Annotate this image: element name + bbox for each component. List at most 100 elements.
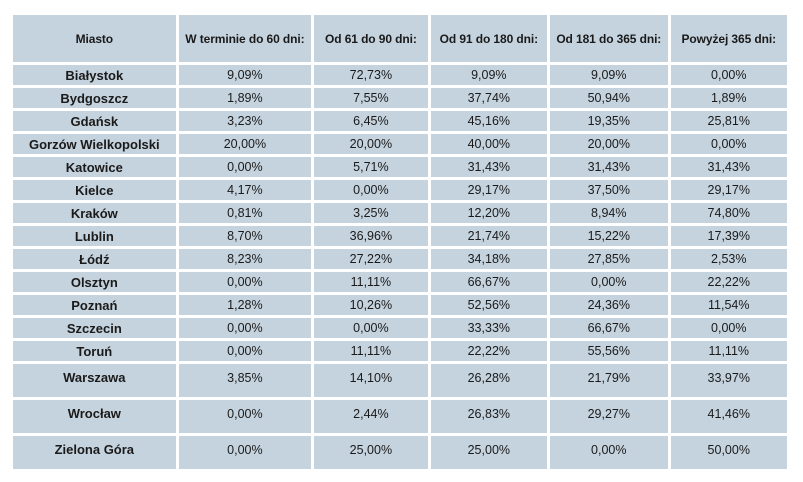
value-cell: 66,67% xyxy=(550,318,668,338)
column-header: Od 181 do 365 dni: xyxy=(550,15,668,62)
value-cell: 25,81% xyxy=(670,111,787,131)
value-cell: 29,27% xyxy=(550,400,668,433)
column-header: Od 91 do 180 dni: xyxy=(430,15,548,62)
city-cell: Poznań xyxy=(13,295,176,315)
value-cell: 2,44% xyxy=(314,400,428,433)
value-cell: 37,50% xyxy=(550,180,668,200)
table-row: Kielce 4,17% 0,00% 29,17% 37,50% 29,17% xyxy=(13,180,787,200)
table-row: Poznań 1,28% 10,26% 52,56% 24,36% 11,54% xyxy=(13,295,787,315)
value-cell: 29,17% xyxy=(430,180,548,200)
value-cell: 20,00% xyxy=(178,134,312,154)
value-cell: 50,00% xyxy=(670,436,787,469)
value-cell: 25,00% xyxy=(314,436,428,469)
column-header: W terminie do 60 dni: xyxy=(178,15,312,62)
value-cell: 0,00% xyxy=(178,400,312,433)
value-cell: 50,94% xyxy=(550,88,668,108)
value-cell: 0,00% xyxy=(670,65,787,85)
value-cell: 9,09% xyxy=(178,65,312,85)
value-cell: 2,53% xyxy=(670,249,787,269)
city-cell: Olsztyn xyxy=(13,272,176,292)
table-row: Toruń 0,00% 11,11% 22,22% 55,56% 11,11% xyxy=(13,341,787,361)
value-cell: 0,00% xyxy=(314,318,428,338)
value-cell: 22,22% xyxy=(430,341,548,361)
city-cell: Katowice xyxy=(13,157,176,177)
value-cell: 31,43% xyxy=(550,157,668,177)
value-cell: 0,00% xyxy=(178,272,312,292)
value-cell: 5,71% xyxy=(314,157,428,177)
value-cell: 29,17% xyxy=(670,180,787,200)
city-cell: Zielona Góra xyxy=(13,436,176,469)
value-cell: 33,97% xyxy=(670,364,787,397)
table-row: Gorzów Wielkopolski 20,00% 20,00% 40,00% 20,… xyxy=(13,134,787,154)
city-cell: Bydgoszcz xyxy=(13,88,176,108)
value-cell: 72,73% xyxy=(314,65,428,85)
value-cell: 0,00% xyxy=(550,272,668,292)
value-cell: 31,43% xyxy=(670,157,787,177)
value-cell: 1,89% xyxy=(178,88,312,108)
value-cell: 40,00% xyxy=(430,134,548,154)
table-body: Białystok 9,09% 72,73% 9,09% 9,09% 0,00% Bydgo… xyxy=(13,65,787,469)
value-cell: 21,74% xyxy=(430,226,548,246)
city-cell: Lublin xyxy=(13,226,176,246)
payment-timeliness-by-city-table: Miasto W terminie do 60 dni: Od 61 do 90 d… xyxy=(10,12,790,472)
city-cell: Łódź xyxy=(13,249,176,269)
value-cell: 33,33% xyxy=(430,318,548,338)
value-cell: 31,43% xyxy=(430,157,548,177)
table-row: Łódź 8,23% 27,22% 34,18% 27,85% 2,53% xyxy=(13,249,787,269)
city-cell: Szczecin xyxy=(13,318,176,338)
value-cell: 0,00% xyxy=(178,318,312,338)
city-cell: Kielce xyxy=(13,180,176,200)
value-cell: 22,22% xyxy=(670,272,787,292)
value-cell: 19,35% xyxy=(550,111,668,131)
city-cell: Warszawa xyxy=(13,364,176,397)
value-cell: 27,22% xyxy=(314,249,428,269)
value-cell: 15,22% xyxy=(550,226,668,246)
value-cell: 41,46% xyxy=(670,400,787,433)
value-cell: 27,85% xyxy=(550,249,668,269)
table-row: Szczecin 0,00% 0,00% 33,33% 66,67% 0,00% xyxy=(13,318,787,338)
value-cell: 0,00% xyxy=(314,180,428,200)
table-row: Katowice 0,00% 5,71% 31,43% 31,43% 31,43% xyxy=(13,157,787,177)
value-cell: 0,00% xyxy=(550,436,668,469)
value-cell: 17,39% xyxy=(670,226,787,246)
table-row: Warszawa 3,85% 14,10% 26,28% 21,79% 33,97% xyxy=(13,364,787,397)
value-cell: 11,11% xyxy=(314,272,428,292)
table-row: Wrocław 0,00% 2,44% 26,83% 29,27% 41,46% xyxy=(13,400,787,433)
value-cell: 10,26% xyxy=(314,295,428,315)
value-cell: 4,17% xyxy=(178,180,312,200)
value-cell: 20,00% xyxy=(550,134,668,154)
value-cell: 1,89% xyxy=(670,88,787,108)
column-header-city: Miasto xyxy=(13,15,176,62)
value-cell: 0,00% xyxy=(178,341,312,361)
value-cell: 12,20% xyxy=(430,203,548,223)
table-row: Zielona Góra 0,00% 25,00% 25,00% 0,00% 50,00% xyxy=(13,436,787,469)
city-cell: Gdańsk xyxy=(13,111,176,131)
value-cell: 0,81% xyxy=(178,203,312,223)
value-cell: 14,10% xyxy=(314,364,428,397)
table-row: Gdańsk 3,23% 6,45% 45,16% 19,35% 25,81% xyxy=(13,111,787,131)
city-cell: Wrocław xyxy=(13,400,176,433)
city-cell: Gorzów Wielkopolski xyxy=(13,134,176,154)
column-header: Od 61 do 90 dni: xyxy=(314,15,428,62)
value-cell: 3,23% xyxy=(178,111,312,131)
value-cell: 9,09% xyxy=(550,65,668,85)
value-cell: 74,80% xyxy=(670,203,787,223)
table-row: Bydgoszcz 1,89% 7,55% 37,74% 50,94% 1,89% xyxy=(13,88,787,108)
city-cell: Toruń xyxy=(13,341,176,361)
value-cell: 8,23% xyxy=(178,249,312,269)
value-cell: 20,00% xyxy=(314,134,428,154)
table-row: Białystok 9,09% 72,73% 9,09% 9,09% 0,00% xyxy=(13,65,787,85)
table-header-row: Miasto W terminie do 60 dni: Od 61 do 90 d… xyxy=(13,15,787,62)
value-cell: 8,70% xyxy=(178,226,312,246)
value-cell: 24,36% xyxy=(550,295,668,315)
value-cell: 66,67% xyxy=(430,272,548,292)
value-cell: 26,28% xyxy=(430,364,548,397)
value-cell: 3,85% xyxy=(178,364,312,397)
value-cell: 1,28% xyxy=(178,295,312,315)
city-cell: Kraków xyxy=(13,203,176,223)
value-cell: 25,00% xyxy=(430,436,548,469)
value-cell: 45,16% xyxy=(430,111,548,131)
value-cell: 36,96% xyxy=(314,226,428,246)
table-row: Lublin 8,70% 36,96% 21,74% 15,22% 17,39% xyxy=(13,226,787,246)
column-header: Powyżej 365 dni: xyxy=(670,15,787,62)
